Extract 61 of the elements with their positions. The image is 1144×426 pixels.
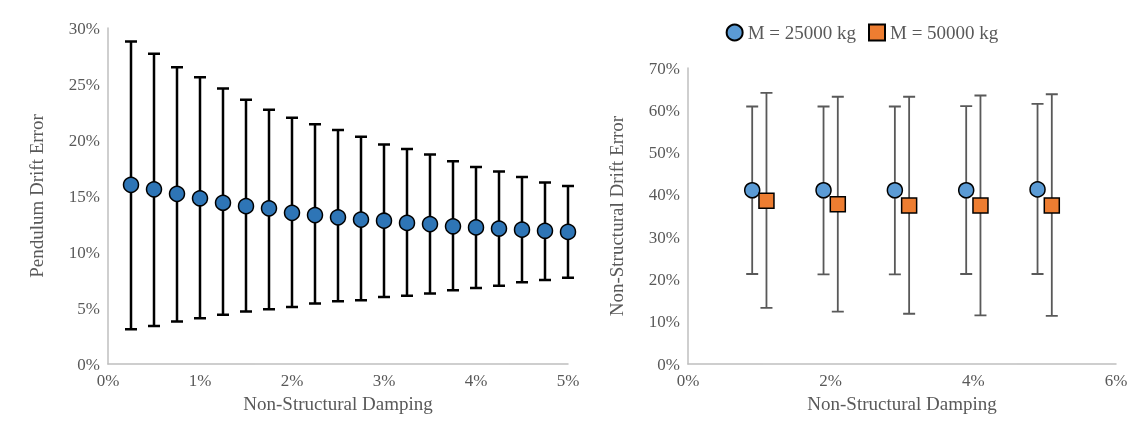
- point: [886, 182, 904, 199]
- point: [168, 185, 186, 203]
- point: [352, 211, 370, 228]
- point: [145, 181, 163, 198]
- point: [467, 219, 485, 236]
- x-tick-label: 3%: [372, 371, 396, 391]
- point: [972, 197, 989, 214]
- x-tick-label: 2%: [819, 371, 842, 391]
- y-tick-label: 30%: [68, 18, 100, 38]
- y-tick-label: 20%: [68, 130, 100, 150]
- y-tick-label: 15%: [68, 186, 100, 206]
- point: [758, 192, 775, 210]
- y-tick-label: 25%: [68, 74, 100, 94]
- point: [900, 197, 918, 214]
- point: [398, 214, 416, 232]
- point: [375, 212, 393, 229]
- x-tick-label: 0%: [96, 371, 120, 391]
- y-axis-title: Non-Structural Drift Error: [606, 115, 627, 317]
- point: [559, 223, 577, 241]
- y-tick-label: 20%: [648, 270, 680, 289]
- point: [214, 194, 232, 212]
- x-axis-title: Non-Structural Damping: [807, 393, 998, 414]
- point: [191, 190, 209, 207]
- y-tick-label: 10%: [68, 242, 100, 262]
- legend-label: M = 50000 kg: [890, 22, 999, 43]
- x-tick-label: 2%: [280, 371, 304, 391]
- y-tick-label: 0%: [77, 354, 100, 374]
- point: [815, 182, 832, 199]
- point: [1029, 181, 1046, 198]
- point: [122, 176, 140, 194]
- x-tick-label: 4%: [464, 371, 488, 391]
- point: [490, 220, 508, 237]
- y-tick-label: 60%: [648, 100, 680, 120]
- point: [743, 182, 761, 199]
- point: [1043, 197, 1061, 214]
- point: [237, 197, 255, 215]
- point: [283, 204, 301, 222]
- x-tick-label: 6%: [1104, 371, 1128, 391]
- point: [957, 182, 975, 199]
- x-tick-label: 4%: [962, 371, 985, 391]
- y-tick-label: 50%: [648, 143, 680, 163]
- y-tick-label: 70%: [648, 58, 680, 78]
- point: [260, 200, 278, 217]
- y-tick-label: 5%: [77, 298, 100, 318]
- x-tick-label: 5%: [556, 371, 580, 391]
- y-tick-label: 40%: [648, 185, 680, 205]
- x-tick-label: 1%: [188, 371, 212, 391]
- point: [329, 209, 347, 226]
- point: [829, 195, 847, 213]
- x-axis-title: Non-Structural Damping: [243, 393, 434, 414]
- y-axis-title: Pendulum Drift Error: [26, 113, 47, 278]
- x-tick-label: 0%: [676, 371, 700, 391]
- point: [421, 215, 439, 233]
- point: [513, 221, 531, 238]
- point: [306, 206, 324, 224]
- legend-label: M = 25000 kg: [747, 22, 857, 43]
- y-tick-label: 0%: [657, 354, 680, 374]
- y-tick-label: 10%: [648, 312, 680, 332]
- point: [444, 218, 462, 235]
- point: [536, 222, 554, 240]
- y-tick-label: 30%: [648, 227, 680, 247]
